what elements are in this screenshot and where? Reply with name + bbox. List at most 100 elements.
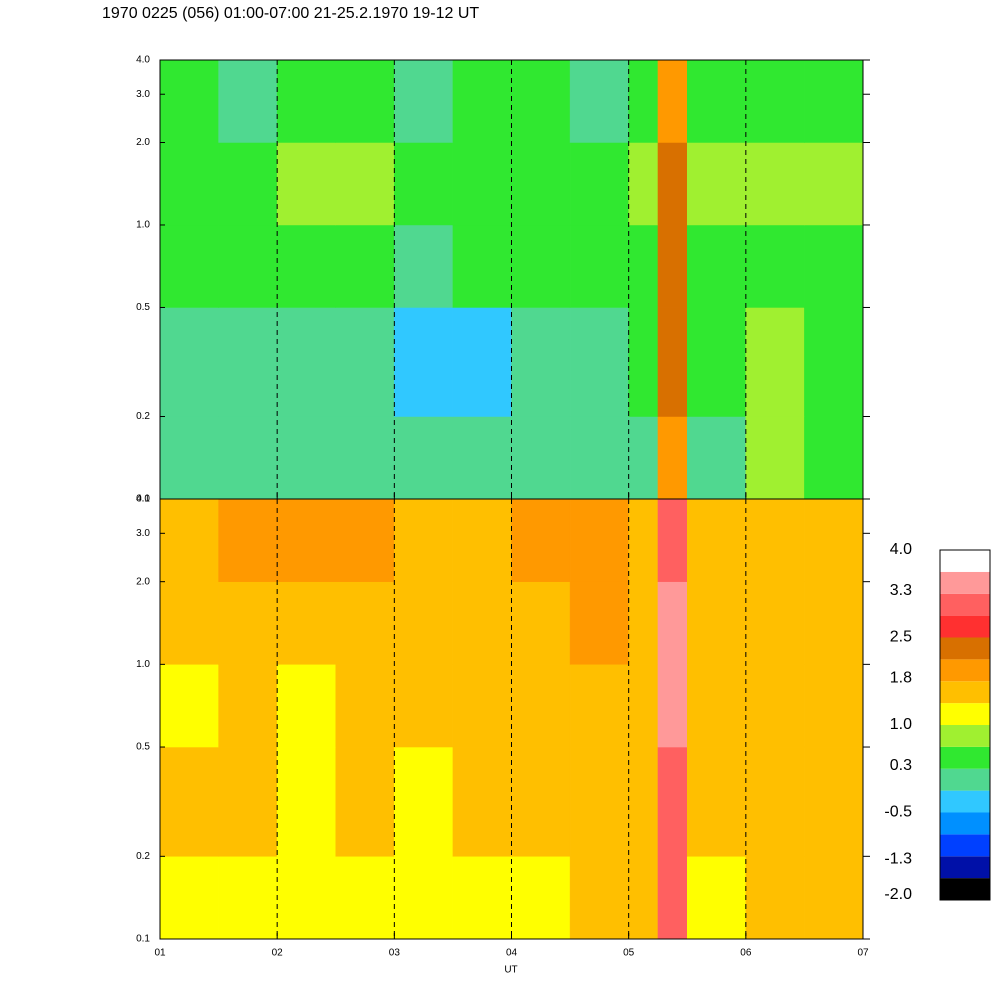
spectrogram-cell — [394, 307, 454, 417]
spectrogram-cell — [628, 59, 659, 143]
colorbar-swatch — [940, 834, 990, 857]
spectrogram-cell — [511, 416, 571, 500]
y-tick-label: 0.5 — [136, 302, 150, 313]
spectrogram-cell — [745, 664, 805, 748]
spectrogram-cell — [218, 224, 278, 308]
colorbar-frame — [939, 549, 991, 901]
x-tick-label: 05 — [623, 948, 635, 959]
x-tick-label: 01 — [154, 948, 166, 959]
spectrogram-cell — [394, 746, 454, 857]
spectrogram-cell — [511, 498, 571, 582]
colorbar-swatch — [940, 746, 990, 769]
x-tick-label: 06 — [740, 948, 752, 959]
spectrogram-cell — [159, 856, 219, 940]
spectrogram-cell — [569, 59, 629, 143]
y-tick-label: 4.0 — [136, 494, 150, 505]
spectrogram-cell — [687, 416, 747, 500]
colorbar-swatch — [940, 615, 990, 638]
spectrogram-cell — [276, 307, 336, 417]
plot-frame — [159, 498, 864, 940]
x-axis-label: UT — [504, 965, 517, 976]
spectrogram-cell — [335, 142, 395, 226]
spectrogram-cell — [394, 581, 454, 665]
spectrogram-cell — [628, 142, 659, 226]
spectrogram-cell — [628, 224, 659, 308]
colorbar-tick-label: 1.8 — [890, 670, 912, 687]
spectrogram-cell — [569, 856, 629, 940]
spectrogram-cell — [159, 59, 219, 143]
y-tick-label: 0.1 — [136, 494, 150, 505]
spectrogram-cell — [628, 581, 659, 665]
spectrogram-cell — [804, 498, 864, 582]
spectrogram-cell — [745, 59, 805, 143]
spectrogram-cell — [687, 664, 747, 748]
spectrogram-cell — [452, 664, 512, 748]
spectrogram-cell — [511, 581, 571, 665]
spectrogram-cell — [452, 581, 512, 665]
x-tick-label: 07 — [857, 948, 869, 959]
spectrogram-cell — [394, 416, 454, 500]
spectrogram-cell — [804, 307, 864, 417]
spectrogram-cell — [335, 746, 395, 857]
spectrogram-cell — [745, 581, 805, 665]
colorbar-tick-label: -1.3 — [884, 850, 912, 867]
spectrogram-cell — [569, 416, 629, 500]
colorbar-swatch — [940, 637, 990, 660]
colorbar-tick-label: 2.5 — [890, 629, 912, 646]
spectrogram-cell — [335, 224, 395, 308]
spectrogram-cell — [218, 307, 278, 417]
spectrogram-cell — [569, 142, 629, 226]
spectrogram-cell — [335, 581, 395, 665]
spectrogram-cell — [159, 498, 219, 582]
spectrogram-cell — [218, 856, 278, 940]
spectrogram-cell — [657, 746, 688, 857]
colorbar-tick-label: 4.0 — [890, 541, 912, 558]
spectrogram-cell — [657, 224, 688, 308]
colorbar-swatch — [940, 856, 990, 879]
spectrogram-cell — [335, 498, 395, 582]
spectrogram-cell — [569, 224, 629, 308]
colorbar-tick-label: 1.0 — [890, 716, 912, 733]
spectrogram-cell — [745, 416, 805, 500]
spectrogram-cell — [628, 307, 659, 417]
spectrogram-cell — [628, 664, 659, 748]
spectrogram-cell — [276, 142, 336, 226]
spectrogram-cell — [511, 664, 571, 748]
spectrogram-cell — [218, 498, 278, 582]
spectrogram-cell — [687, 224, 747, 308]
spectrogram-cell — [628, 416, 659, 500]
spectrogram-cell — [687, 307, 747, 417]
spectrogram-cell — [687, 856, 747, 940]
y-tick-label: 0.5 — [136, 742, 150, 753]
colorbar-swatch — [940, 571, 990, 594]
spectrogram-cell — [452, 746, 512, 857]
colorbar-swatch — [940, 878, 990, 900]
colorbar-swatch — [940, 812, 990, 835]
spectrogram-cell — [745, 142, 805, 226]
spectrogram-cell — [745, 856, 805, 940]
y-tick-label: 0.2 — [136, 411, 150, 422]
spectrogram-cell — [276, 416, 336, 500]
spectrogram-cell — [628, 498, 659, 582]
colorbar-tick-label: 3.3 — [890, 582, 912, 599]
y-tick-label: 3.0 — [136, 528, 150, 539]
spectrogram-cell — [394, 856, 454, 940]
y-tick-label: 0.2 — [136, 851, 150, 862]
spectrogram-cell — [804, 416, 864, 500]
spectrogram-cell — [159, 142, 219, 226]
spectrogram-cell — [511, 746, 571, 857]
colorbar-tick-label: -0.5 — [884, 804, 912, 821]
spectrogram-cell — [218, 746, 278, 857]
spectrogram-cell — [687, 59, 747, 143]
x-tick-label: 02 — [272, 948, 284, 959]
spectrogram-cell — [452, 224, 512, 308]
spectrogram-cell — [687, 142, 747, 226]
spectrogram-cell — [657, 307, 688, 417]
spectrogram-cell — [218, 416, 278, 500]
spectrogram-cell — [394, 498, 454, 582]
spectrogram-cell — [804, 581, 864, 665]
y-tick-label: 0.1 — [136, 934, 150, 945]
spectrogram-cell — [159, 581, 219, 665]
y-tick-label: 3.0 — [136, 89, 150, 100]
